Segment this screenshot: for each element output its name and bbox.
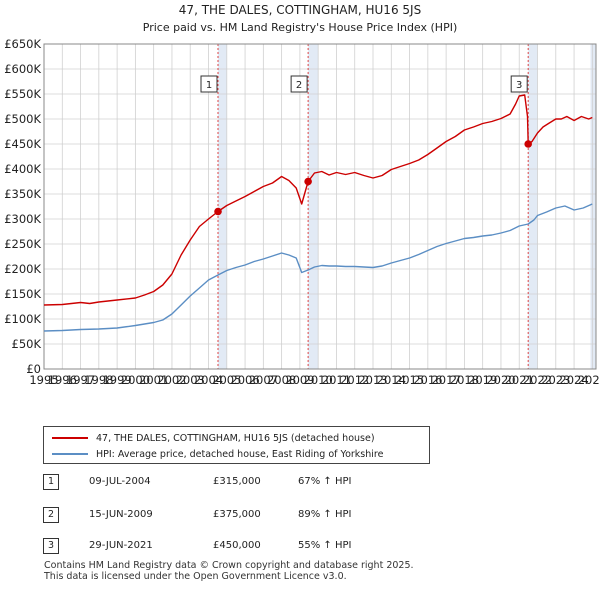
x-tick-label: 2012 [340,373,369,387]
legend-item-property: 47, THE DALES, COTTINGHAM, HU16 5JS (det… [52,430,375,446]
x-tick-label: 2017 [431,373,460,387]
x-tick-label: 2014 [377,373,406,387]
x-tick-label: 2018 [450,373,479,387]
legend-label-property: 47, THE DALES, COTTINGHAM, HU16 5JS (det… [96,432,375,444]
y-tick-label: £50K [12,337,42,351]
legend-swatch-hpi [52,453,88,455]
y-tick-label: £250K [4,237,41,251]
y-tick-label: £0 [26,362,41,376]
sale-point-marker [524,140,532,148]
x-tick-label: 2021 [505,373,534,387]
price-chart: 47, THE DALES, COTTINGHAM, HU16 5JS Pric… [4,3,600,387]
x-tick-label: 2023 [541,373,570,387]
x-tick-label: 2007 [249,373,278,387]
transaction-date: 15-JUN-2009 [89,509,153,520]
shaded-region [528,44,538,369]
x-tick-label: 2016 [413,373,442,387]
y-tick-label: £650K [4,37,41,51]
x-tick-label: 2024 [559,373,588,387]
x-tick-label: 2000 [121,373,150,387]
x-tick-label: 2005 [212,373,241,387]
x-tick-label: 1996 [48,373,77,387]
y-tick-label: £200K [4,262,41,276]
sale-label-box [510,75,528,93]
chart-title: 47, THE DALES, COTTINGHAM, HU16 5JS [179,3,421,17]
y-tick-label: £300K [4,212,41,226]
legend-item-hpi: HPI: Average price, detached house, East… [52,446,383,462]
transaction-number-badge: 1 [43,474,59,490]
sale-point-marker [214,207,222,216]
x-tick-label: 2013 [358,373,387,387]
x-tick-label: 2003 [176,373,205,387]
transaction-price: £375,000 [213,509,261,520]
sale-point-marker [304,177,312,186]
y-tick-label: £450K [4,137,41,151]
shaded-region [590,44,596,369]
transaction-number-badge: 3 [43,538,59,554]
x-tick-label: 1997 [66,373,95,387]
x-tick-label: 2025 [578,373,600,387]
sale-label-number: 1 [206,80,212,91]
sale-label-number: 2 [296,80,302,91]
y-tick-label: £400K [4,162,41,176]
plot-area [44,44,596,369]
x-tick-label: 2010 [304,373,333,387]
y-tick-label: £350K [4,187,41,201]
sale-label-number: 3 [516,80,522,91]
transaction-hpi-change: 67% ↑ HPI [298,476,352,487]
x-tick-label: 2015 [395,373,424,387]
transaction-date: 29-JUN-2021 [89,540,153,551]
plot-border [43,43,597,370]
transaction-hpi-change: 89% ↑ HPI [298,509,352,520]
chart-subtitle: Price paid vs. HM Land Registry's House … [143,21,458,34]
legend-swatch-property [52,437,88,439]
y-tick-label: £500K [4,112,41,126]
attribution-footer: Contains HM Land Registry data © Crown c… [44,560,414,582]
x-tick-label: 2002 [157,373,186,387]
chart-legend: 47, THE DALES, COTTINGHAM, HU16 5JS (det… [43,426,430,464]
x-tick-label: 2022 [523,373,552,387]
x-tick-label: 1995 [29,373,58,387]
y-tick-label: £550K [4,87,41,101]
legend-label-hpi: HPI: Average price, detached house, East… [96,448,384,460]
sale-label-box [200,75,218,93]
x-tick-label: 2001 [139,373,168,387]
shaded-region [308,44,319,369]
transaction-date: 09-JUL-2004 [89,476,151,487]
footer-copyright: Contains HM Land Registry data © Crown c… [44,560,414,571]
x-tick-label: 2004 [194,373,223,387]
x-tick-label: 1998 [84,373,113,387]
x-tick-label: 2020 [486,373,515,387]
transaction-price: £450,000 [213,540,261,551]
x-tick-label: 2008 [267,373,296,387]
transaction-price: £315,000 [213,476,261,487]
shaded-region [218,44,227,369]
hpi-series-line [43,203,593,332]
table-row: 3 29-JUN-2021 £450,000 55% ↑ HPI [43,538,443,556]
x-tick-label: 1999 [102,373,131,387]
sale-label-box [290,75,308,93]
footer-licence: This data is licensed under the Open Gov… [44,571,347,582]
y-tick-label: £150K [4,287,41,301]
transaction-number-badge: 2 [43,507,59,523]
x-tick-label: 2019 [468,373,497,387]
y-tick-label: £600K [4,62,41,76]
transaction-hpi-change: 55% ↑ HPI [298,540,352,551]
table-row: 2 15-JUN-2009 £375,000 89% ↑ HPI [43,507,443,525]
x-tick-label: 2011 [322,373,351,387]
table-row: 1 09-JUL-2004 £315,000 67% ↑ HPI [43,474,443,492]
y-tick-label: £100K [4,312,41,326]
x-tick-label: 2009 [285,373,314,387]
x-tick-label: 2006 [230,373,259,387]
